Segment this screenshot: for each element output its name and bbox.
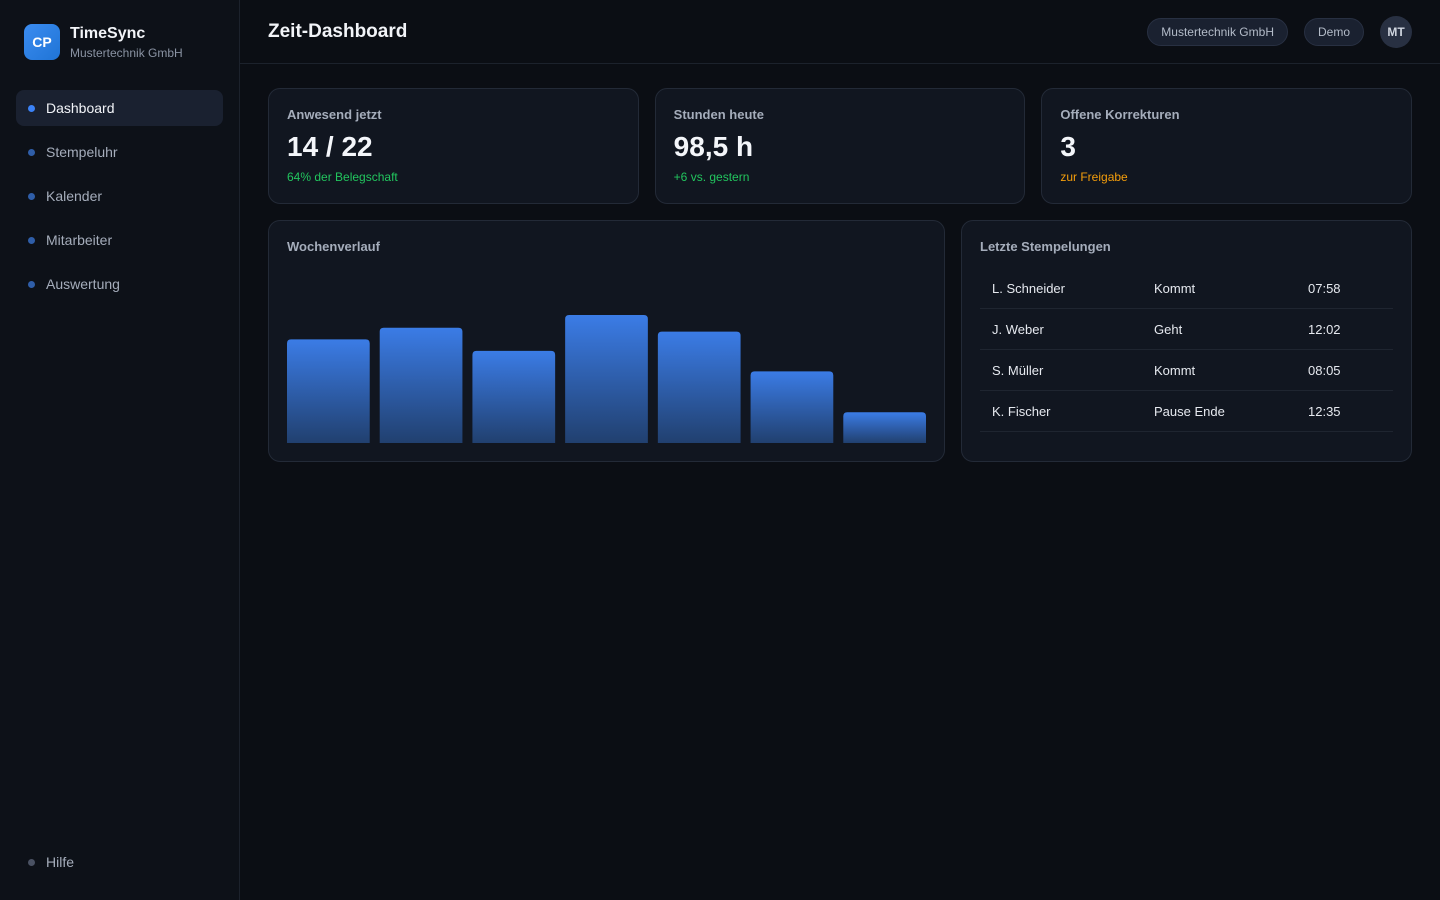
- table-row[interactable]: J. Weber Geht 12:02: [980, 309, 1393, 350]
- lower-row: Wochenverlauf Letzte Stempelungen: [268, 220, 1412, 462]
- sidebar-item-dashboard[interactable]: Dashboard: [16, 90, 223, 126]
- recent-punches-card: Letzte Stempelungen L. Schneider Kommt 0…: [961, 220, 1412, 462]
- chart-bar: [843, 412, 926, 443]
- employee-name: J. Weber: [992, 321, 1044, 337]
- chart-bar: [657, 331, 741, 443]
- kpi-subtext: +6 vs. gestern: [673, 170, 750, 184]
- punch-action: Geht: [1154, 321, 1183, 337]
- sidebar-item-label: Dashboard: [46, 100, 115, 116]
- sidebar-item-auswertung[interactable]: Auswertung: [16, 266, 223, 302]
- dot-icon: [28, 236, 35, 244]
- punch-action: Kommt: [1154, 362, 1196, 378]
- sidebar-item-label: Auswertung: [46, 276, 120, 292]
- dot-icon: [28, 858, 35, 866]
- sidebar-item-label: Stempeluhr: [46, 144, 118, 160]
- kpi-subtext: 64% der Belegschaft: [287, 170, 398, 184]
- chart-bar: [565, 315, 648, 443]
- help-label: Hilfe: [46, 854, 75, 870]
- kpi-value: 98,5 h: [673, 131, 754, 162]
- chart-title: Wochenverlauf: [287, 239, 380, 254]
- company-pill[interactable]: Mustertechnik GmbH: [1147, 17, 1288, 46]
- recent-punches-table: L. Schneider Kommt 07:58 J. Weber Geht 1…: [980, 268, 1393, 432]
- chart-bar: [379, 327, 463, 443]
- sidebar-item-label: Mitarbeiter: [46, 232, 113, 248]
- kpi-row: Anwesend jetzt 14 / 22 64% der Belegscha…: [268, 88, 1413, 204]
- kpi-subtext: zur Freigabe: [1060, 170, 1128, 184]
- kpi-label: Anwesend jetzt: [287, 107, 382, 122]
- kpi-value: 3: [1060, 131, 1076, 162]
- table-row[interactable]: S. Müller Kommt 08:05: [980, 350, 1393, 391]
- dot-icon: [28, 280, 35, 288]
- punch-action: Pause Ende: [1154, 403, 1225, 419]
- employee-name: K. Fischer: [992, 403, 1051, 419]
- dot-icon: [28, 148, 35, 156]
- main-area: Zeit-Dashboard Mustertechnik GmbH Demo M…: [240, 0, 1440, 900]
- punch-time: 07:58: [1308, 280, 1341, 296]
- sidebar-item-label: Kalender: [46, 188, 103, 204]
- chart-bar: [287, 339, 370, 443]
- dashboard-content: Anwesend jetzt 14 / 22 64% der Belegscha…: [240, 64, 1440, 486]
- sidebar-nav: Dashboard Stempeluhr Kalender Mitarbeite…: [0, 90, 239, 302]
- page-title: Zeit-Dashboard: [268, 20, 408, 42]
- kpi-label: Stunden heute: [673, 107, 764, 122]
- recent-title: Letzte Stempelungen: [980, 239, 1111, 254]
- topbar-actions: Mustertechnik GmbH Demo MT: [1131, 15, 1412, 48]
- kpi-label: Offene Korrekturen: [1060, 107, 1180, 122]
- demo-pill[interactable]: Demo: [1303, 17, 1364, 46]
- weekly-bar-chart: [287, 315, 926, 443]
- table-row[interactable]: L. Schneider Kommt 07:58: [980, 268, 1393, 309]
- dot-icon: [28, 104, 35, 112]
- punch-action: Kommt: [1154, 280, 1196, 296]
- sidebar-item-help[interactable]: Hilfe: [28, 854, 74, 870]
- punch-time: 12:02: [1308, 321, 1341, 337]
- employee-name: L. Schneider: [992, 280, 1065, 296]
- employee-name: S. Müller: [992, 362, 1044, 378]
- sidebar-item-stempeluhr[interactable]: Stempeluhr: [16, 134, 223, 170]
- avatar[interactable]: MT: [1380, 15, 1412, 48]
- chart-bar: [750, 371, 834, 443]
- kpi-card-hours: Stunden heute 98,5 h +6 vs. gestern: [654, 88, 1026, 204]
- table-row[interactable]: K. Fischer Pause Ende 12:35: [980, 391, 1393, 432]
- kpi-card-corrections: Offene Korrekturen 3 zur Freigabe: [1041, 88, 1413, 204]
- punch-time: 08:05: [1308, 362, 1341, 378]
- sidebar-item-mitarbeiter[interactable]: Mitarbeiter: [16, 222, 223, 258]
- brand-name: TimeSync: [70, 24, 146, 42]
- sidebar-item-kalender[interactable]: Kalender: [16, 178, 223, 214]
- kpi-card-present: Anwesend jetzt 14 / 22 64% der Belegscha…: [268, 88, 639, 204]
- weekly-chart-card: Wochenverlauf: [268, 220, 945, 462]
- kpi-value: 14 / 22: [287, 131, 373, 162]
- brand-logo: CP: [24, 24, 60, 60]
- brand: CP TimeSync Mustertechnik GmbH: [0, 0, 239, 60]
- brand-company: Mustertechnik GmbH: [70, 45, 183, 60]
- sidebar: CP TimeSync Mustertechnik GmbH Dashboard…: [0, 0, 240, 900]
- brand-text: TimeSync Mustertechnik GmbH: [70, 25, 183, 60]
- topbar: Zeit-Dashboard Mustertechnik GmbH Demo M…: [240, 0, 1440, 64]
- chart-bar: [472, 350, 556, 443]
- dot-icon: [28, 192, 35, 200]
- punch-time: 12:35: [1308, 403, 1341, 419]
